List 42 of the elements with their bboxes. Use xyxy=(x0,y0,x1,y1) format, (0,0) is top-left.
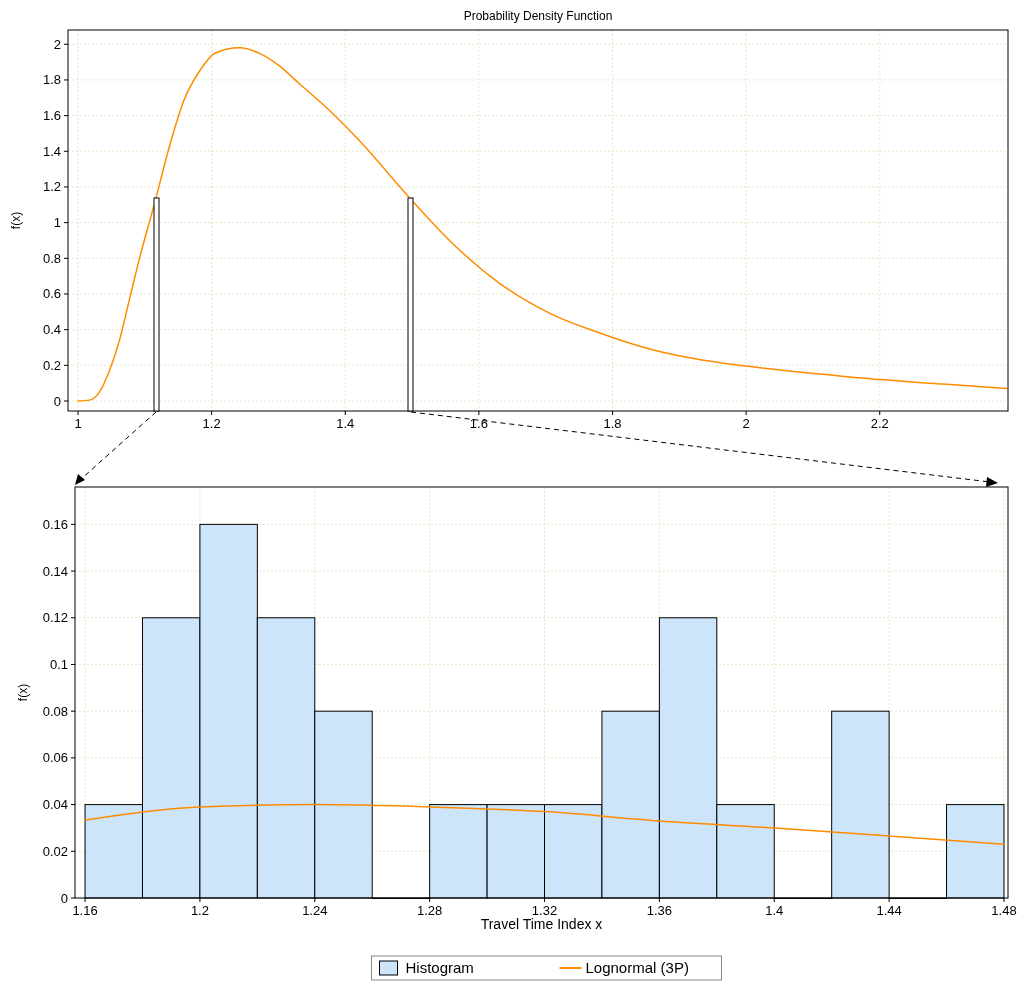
x-tick-label: 1.16 xyxy=(72,903,98,918)
y-tick-label: 1 xyxy=(53,215,61,231)
y-tick-label: 0.12 xyxy=(42,610,68,626)
y-tick-label: 0.06 xyxy=(42,750,68,766)
x-tick-label: 1.32 xyxy=(531,903,558,918)
x-tick-label: 1.2 xyxy=(190,903,209,918)
x-tick-label: 1.48 xyxy=(991,903,1017,918)
y-tick-label: 0.02 xyxy=(42,843,68,859)
x-tick-label: 1.4 xyxy=(336,416,355,431)
chart-title: Probability Density Function xyxy=(463,9,613,23)
y-tick-label: 1.2 xyxy=(42,179,61,195)
y-tick-label: 0.08 xyxy=(42,703,68,719)
y-tick-label: 0 xyxy=(60,890,68,906)
x-tick-label: 2.2 xyxy=(870,416,889,431)
y-tick-label: 1.8 xyxy=(42,72,61,88)
y-tick-label: 0.4 xyxy=(42,322,61,338)
x-tick-label: 1.36 xyxy=(646,903,673,918)
y-tick-label: 1.4 xyxy=(42,143,61,159)
x-tick-label: 1.28 xyxy=(416,903,443,918)
x-tick-label: 1.8 xyxy=(603,416,622,431)
x-tick-label: 1.6 xyxy=(469,416,488,431)
legend-label: Lognormal (3P) xyxy=(585,959,689,976)
y-tick-label: 0.6 xyxy=(42,286,61,302)
x-axis-title: Travel Time Index x xyxy=(480,916,603,932)
x-tick-label: 1.2 xyxy=(202,416,221,431)
x-tick-label: 2 xyxy=(742,416,750,431)
legend-label: Histogram xyxy=(405,959,474,976)
y-tick-label: 2 xyxy=(53,36,61,52)
y-axis-title: f(x) xyxy=(9,211,23,230)
y-tick-label: 0.8 xyxy=(42,250,61,266)
y-tick-label: 0.14 xyxy=(42,563,68,579)
y-tick-label: 0.04 xyxy=(42,797,68,813)
y-tick-label: 0 xyxy=(53,393,61,409)
y-axis-title: f(x) xyxy=(16,683,30,702)
y-tick-label: 1.6 xyxy=(42,108,61,124)
x-tick-label: 1.4 xyxy=(765,903,784,918)
x-tick-label: 1 xyxy=(74,416,82,431)
x-tick-label: 1.24 xyxy=(302,903,328,918)
y-tick-label: 0.16 xyxy=(42,516,68,532)
x-tick-label: 1.44 xyxy=(876,903,902,918)
y-tick-label: 0.1 xyxy=(49,656,68,672)
y-tick-label: 0.2 xyxy=(42,357,61,373)
